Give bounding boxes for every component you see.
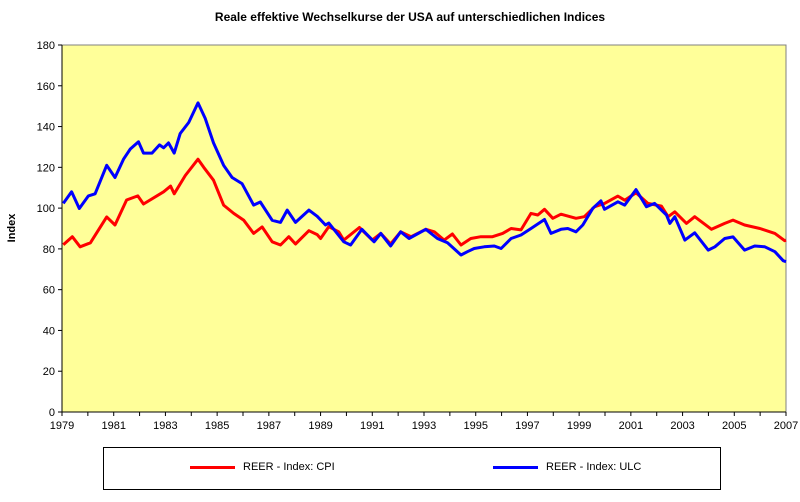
x-tick-label: 1979 <box>50 420 74 432</box>
y-tick-label: 20 <box>43 366 55 378</box>
y-tick-label: 180 <box>37 40 55 52</box>
x-tick-label: 2007 <box>774 420 798 432</box>
legend-label-cpi: REER - Index: CPI <box>243 461 335 473</box>
y-tick-label: 100 <box>37 203 55 215</box>
legend: REER - Index: CPI REER - Index: ULC <box>103 447 721 490</box>
legend-swatch-cpi <box>190 465 235 469</box>
x-tick-label: 1981 <box>101 420 125 432</box>
y-tick-label: 80 <box>43 244 55 256</box>
legend-item-ulc: REER - Index: ULC <box>493 461 641 473</box>
x-tick-label: 1997 <box>515 420 539 432</box>
series-line-ulc <box>62 101 787 264</box>
x-tick-label: 1993 <box>412 420 436 432</box>
y-axis-label: Index <box>6 213 18 243</box>
x-tick-label: 1991 <box>360 420 384 432</box>
y-tick-label: 60 <box>43 285 55 297</box>
x-tick-label: 1985 <box>205 420 229 432</box>
y-tick-label: 40 <box>43 325 55 337</box>
legend-item-cpi: REER - Index: CPI <box>190 461 335 473</box>
x-tick-label: 2001 <box>619 420 643 432</box>
legend-swatch-ulc <box>493 465 538 469</box>
x-tick-label: 2005 <box>722 420 746 432</box>
x-tick-label: 1989 <box>308 420 332 432</box>
x-tick-label: 1987 <box>257 420 281 432</box>
plot-area <box>61 44 787 413</box>
x-tick-label: 2003 <box>670 420 694 432</box>
legend-label-ulc: REER - Index: ULC <box>546 461 642 473</box>
chart-title: Reale effektive Wechselkurse der USA auf… <box>214 10 606 24</box>
x-tick-label: 1999 <box>567 420 591 432</box>
y-tick-label: 160 <box>37 81 55 93</box>
x-tick-label: 1995 <box>463 420 487 432</box>
y-tick-label: 140 <box>37 122 55 134</box>
x-tick-label: 1983 <box>153 420 177 432</box>
y-tick-label: 0 <box>49 407 55 419</box>
y-tick-label: 120 <box>37 162 55 174</box>
